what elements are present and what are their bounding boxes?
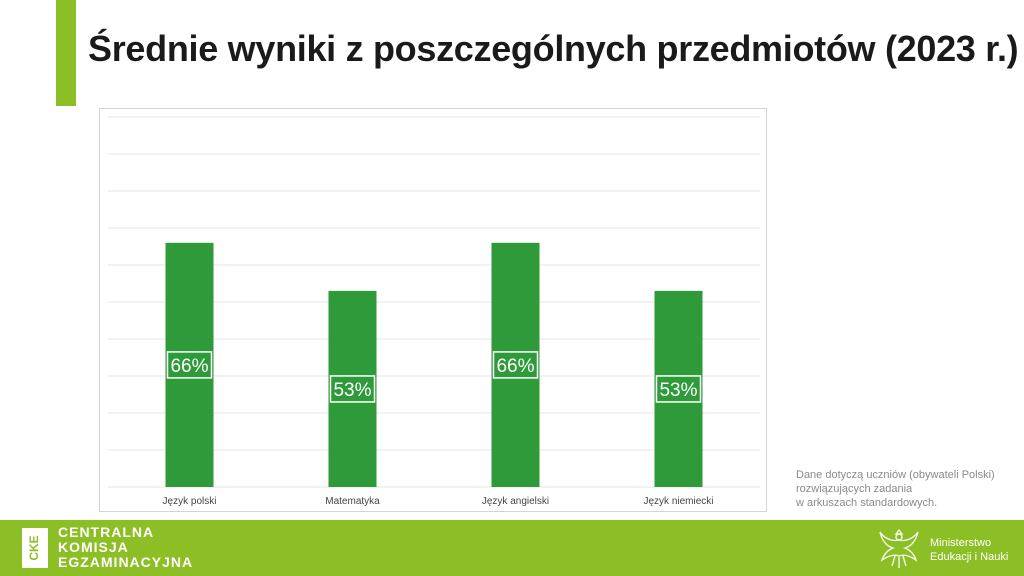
x-tick-label: Matematyka: [325, 496, 380, 507]
x-tick-label: Język polski: [163, 496, 217, 507]
data-label-box: [492, 351, 539, 379]
cke-logo-icon: CKE: [22, 528, 48, 568]
ministry-line: Ministerstwo: [930, 537, 992, 549]
cke-logo-text: CENTRALNA KOMISJA EGZAMINACYJNA: [58, 525, 193, 570]
data-note-line: Dane dotyczą uczniów (obywateli Polski): [796, 469, 995, 481]
data-note: Dane dotyczą uczniów (obywateli Polski) …: [796, 468, 1016, 510]
data-label: 53%: [333, 380, 371, 401]
data-label: 66%: [496, 356, 534, 377]
bar: [328, 290, 377, 487]
data-label-box: [166, 351, 213, 379]
footer-bar: [0, 520, 1024, 576]
bar: [491, 242, 540, 487]
ministry-name: Ministerstwo Edukacji i Nauki: [930, 536, 1008, 564]
data-label-box: [655, 375, 702, 403]
title-accent-bar: [56, 0, 76, 106]
ministry-line: Edukacji i Nauki: [930, 551, 1009, 563]
data-label-box: [329, 375, 376, 403]
bar-chart: 66% Język polski 53% Matematyka 66% Język ang…: [99, 108, 767, 512]
bar: [654, 290, 703, 487]
logo-line: KOMISJA: [58, 539, 129, 555]
x-tick-label: Język niemiecki: [643, 496, 713, 507]
logo-line: CENTRALNA: [58, 524, 155, 540]
data-label: 66%: [170, 356, 208, 377]
data-note-line: rozwiązujących zadania: [796, 483, 913, 495]
bar: [165, 242, 214, 487]
data-note-line: w arkuszach standardowych.: [796, 497, 938, 509]
x-tick-label: Język angielski: [482, 496, 549, 507]
cke-logo-mark-text: CKE: [27, 535, 41, 560]
logo-line: EGZAMINACYJNA: [58, 554, 194, 570]
data-label: 53%: [659, 380, 697, 401]
bar-chart-svg: 66% Język polski 53% Matematyka 66% Język ang…: [108, 116, 760, 507]
eagle-emblem-icon: [879, 528, 919, 568]
page-title: Średnie wyniki z poszczególnych przedmio…: [88, 28, 1019, 69]
